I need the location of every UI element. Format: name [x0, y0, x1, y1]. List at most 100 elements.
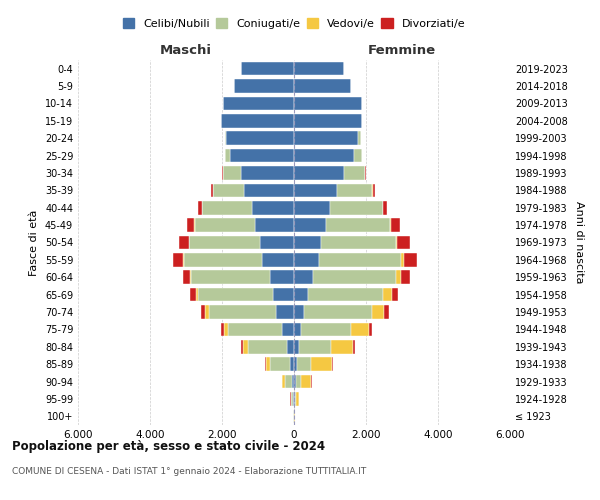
- Bar: [294, 114, 362, 128]
- Bar: [190, 288, 196, 302]
- Bar: [294, 201, 329, 214]
- Bar: [201, 305, 205, 319]
- Bar: [266, 358, 269, 371]
- Bar: [269, 358, 290, 371]
- Bar: [304, 305, 372, 319]
- Bar: [226, 132, 294, 145]
- Bar: [326, 218, 390, 232]
- Text: Femmine: Femmine: [368, 44, 436, 57]
- Y-axis label: Anni di nascita: Anni di nascita: [574, 201, 584, 284]
- Bar: [251, 201, 294, 214]
- Bar: [294, 62, 344, 76]
- Bar: [294, 253, 319, 266]
- Bar: [221, 114, 294, 128]
- Bar: [225, 149, 230, 162]
- Bar: [404, 253, 417, 266]
- Bar: [294, 305, 304, 319]
- Bar: [243, 340, 248, 353]
- Text: Popolazione per età, sesso e stato civile - 2024: Popolazione per età, sesso e stato civil…: [12, 440, 325, 453]
- Bar: [296, 392, 299, 406]
- Bar: [383, 201, 387, 214]
- Bar: [248, 340, 287, 353]
- Bar: [292, 392, 293, 406]
- Bar: [244, 184, 294, 197]
- Bar: [230, 149, 294, 162]
- Bar: [182, 270, 190, 284]
- Bar: [294, 340, 299, 353]
- Bar: [308, 288, 383, 302]
- Bar: [331, 340, 353, 353]
- Bar: [299, 340, 331, 353]
- Bar: [296, 375, 301, 388]
- Bar: [365, 166, 366, 180]
- Bar: [294, 184, 337, 197]
- Legend: Celibi/Nubili, Coniugati/e, Vedovi/e, Divorziati/e: Celibi/Nubili, Coniugati/e, Vedovi/e, Di…: [123, 18, 465, 29]
- Bar: [229, 322, 282, 336]
- Bar: [294, 80, 351, 93]
- Bar: [224, 132, 226, 145]
- Bar: [329, 201, 383, 214]
- Bar: [260, 236, 294, 250]
- Text: COMUNE DI CESENA - Dati ISTAT 1° gennaio 2024 - Elaborazione TUTTITALIA.IT: COMUNE DI CESENA - Dati ISTAT 1° gennaio…: [12, 468, 366, 476]
- Bar: [294, 96, 362, 110]
- Bar: [190, 270, 191, 284]
- Bar: [332, 358, 333, 371]
- Bar: [295, 392, 296, 406]
- Bar: [294, 166, 344, 180]
- Bar: [395, 236, 397, 250]
- Bar: [287, 340, 294, 353]
- Bar: [355, 149, 361, 162]
- Bar: [241, 166, 294, 180]
- Bar: [292, 375, 294, 388]
- Bar: [189, 236, 260, 250]
- Bar: [211, 184, 212, 197]
- Bar: [294, 358, 296, 371]
- Bar: [395, 270, 401, 284]
- Bar: [319, 253, 401, 266]
- Bar: [294, 132, 358, 145]
- Bar: [198, 288, 273, 302]
- Bar: [196, 288, 198, 302]
- Bar: [311, 358, 332, 371]
- Bar: [290, 392, 292, 406]
- Bar: [401, 270, 410, 284]
- Bar: [241, 340, 243, 353]
- Bar: [296, 358, 311, 371]
- Bar: [391, 218, 400, 232]
- Bar: [191, 270, 269, 284]
- Bar: [224, 322, 229, 336]
- Y-axis label: Fasce di età: Fasce di età: [29, 210, 39, 276]
- Bar: [293, 392, 294, 406]
- Bar: [233, 80, 294, 93]
- Bar: [351, 322, 368, 336]
- Bar: [223, 96, 294, 110]
- Bar: [187, 218, 194, 232]
- Bar: [397, 236, 410, 250]
- Bar: [353, 340, 355, 353]
- Bar: [313, 270, 395, 284]
- Bar: [294, 218, 326, 232]
- Bar: [273, 288, 294, 302]
- Bar: [344, 166, 365, 180]
- Bar: [294, 236, 320, 250]
- Bar: [358, 132, 361, 145]
- Bar: [202, 201, 251, 214]
- Bar: [337, 184, 373, 197]
- Bar: [392, 288, 398, 302]
- Bar: [290, 358, 294, 371]
- Bar: [301, 375, 311, 388]
- Bar: [205, 305, 209, 319]
- Bar: [262, 253, 294, 266]
- Bar: [320, 236, 395, 250]
- Bar: [294, 375, 296, 388]
- Bar: [294, 322, 301, 336]
- Bar: [385, 305, 389, 319]
- Bar: [294, 288, 308, 302]
- Bar: [255, 218, 294, 232]
- Bar: [173, 253, 183, 266]
- Bar: [179, 236, 188, 250]
- Bar: [373, 184, 374, 197]
- Bar: [401, 253, 404, 266]
- Bar: [368, 322, 372, 336]
- Bar: [283, 375, 285, 388]
